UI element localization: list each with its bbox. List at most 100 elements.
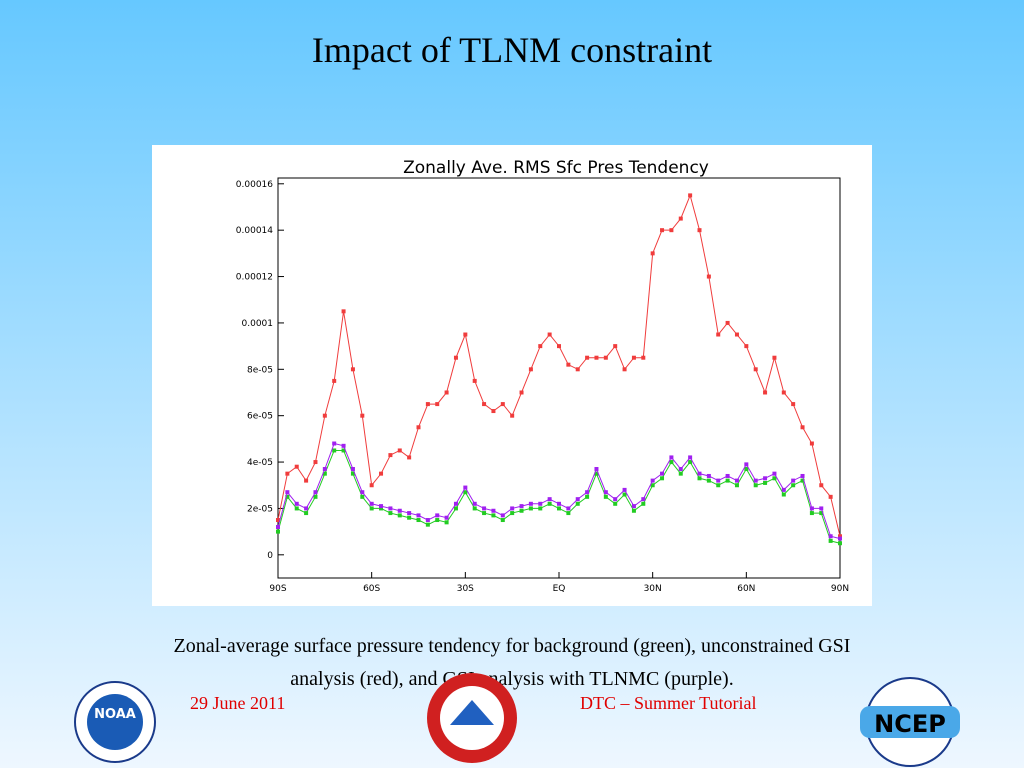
point: [276, 518, 280, 523]
point: [753, 483, 758, 488]
point: [285, 494, 290, 499]
point: [791, 402, 796, 407]
point: [613, 497, 618, 502]
point: [332, 378, 337, 383]
caption-line: analysis (red), and GSI analysis with TL…: [290, 668, 733, 690]
point: [828, 534, 833, 539]
point: [716, 483, 721, 488]
point: [631, 508, 636, 513]
y-tick-label: 2e-05: [247, 504, 273, 514]
nws-logo: [427, 673, 517, 763]
point: [528, 506, 533, 511]
point: [697, 228, 702, 233]
point: [781, 390, 786, 395]
point: [838, 536, 842, 541]
point: [603, 494, 608, 499]
point: [557, 506, 561, 511]
y-tick-label: 8e-05: [247, 365, 273, 375]
y-tick-label: 4e-05: [247, 458, 273, 468]
point: [519, 390, 524, 395]
point: [416, 513, 421, 518]
point: [706, 478, 711, 483]
point: [622, 492, 627, 497]
x-tick-label: 60N: [737, 584, 755, 594]
point: [744, 462, 749, 467]
x-tick-label: 30N: [644, 584, 662, 594]
logo-text: NCEP: [874, 710, 946, 738]
point: [276, 529, 280, 534]
y-tick-label: 6e-05: [247, 412, 273, 422]
point: [510, 413, 515, 418]
point: [734, 478, 739, 483]
slide-title: Impact of TLNM constraint: [312, 30, 712, 70]
point: [435, 402, 440, 407]
point: [819, 506, 824, 511]
point: [294, 506, 299, 511]
point: [819, 483, 824, 488]
point: [397, 508, 402, 513]
point: [819, 511, 824, 516]
point: [763, 480, 768, 485]
point: [304, 506, 309, 511]
point: [725, 473, 730, 478]
point: [547, 501, 552, 506]
point: [369, 501, 374, 506]
point: [538, 506, 543, 511]
point: [800, 473, 805, 478]
point: [332, 448, 337, 453]
point: [341, 448, 346, 453]
point: [304, 511, 309, 516]
point: [388, 506, 393, 511]
point: [322, 467, 327, 472]
point: [538, 501, 543, 506]
point: [360, 494, 365, 499]
x-tick-label: EQ: [553, 584, 566, 594]
point: [631, 355, 636, 360]
point: [313, 460, 318, 465]
point: [744, 467, 749, 472]
x-tick-label: 30S: [457, 584, 474, 594]
point: [678, 471, 683, 476]
point: [688, 455, 693, 460]
point: [313, 494, 318, 499]
point: [472, 378, 477, 383]
point: [641, 355, 646, 360]
point: [706, 473, 711, 478]
point: [772, 471, 777, 476]
point: [594, 471, 599, 476]
point: [669, 455, 674, 460]
point: [660, 476, 665, 481]
y-tick-label: 0.0001: [242, 319, 274, 329]
point: [791, 478, 796, 483]
point: [444, 390, 449, 395]
point: [781, 487, 786, 492]
point: [688, 193, 693, 198]
point: [791, 483, 796, 488]
point: [444, 520, 449, 525]
point: [809, 511, 814, 516]
point: [575, 367, 580, 372]
point: [772, 355, 777, 360]
point: [809, 441, 814, 446]
point: [734, 483, 739, 488]
point: [575, 501, 580, 506]
point: [491, 409, 496, 414]
point: [716, 478, 721, 483]
plot: 0 2e-05 4e-05 6e-05 8e-05 0.0001 0.00012 0.0001…: [236, 180, 849, 594]
point: [669, 460, 674, 465]
point: [500, 518, 505, 523]
point: [781, 492, 786, 497]
point: [566, 506, 571, 511]
point: [585, 490, 590, 495]
point: [566, 362, 571, 367]
point: [397, 513, 402, 518]
point: [585, 355, 590, 360]
point: [519, 508, 524, 513]
y-tick-label: 0.00016: [236, 180, 273, 190]
point: [650, 251, 655, 256]
point: [706, 274, 711, 279]
point: [369, 483, 374, 488]
point: [360, 413, 365, 418]
point: [622, 487, 627, 492]
